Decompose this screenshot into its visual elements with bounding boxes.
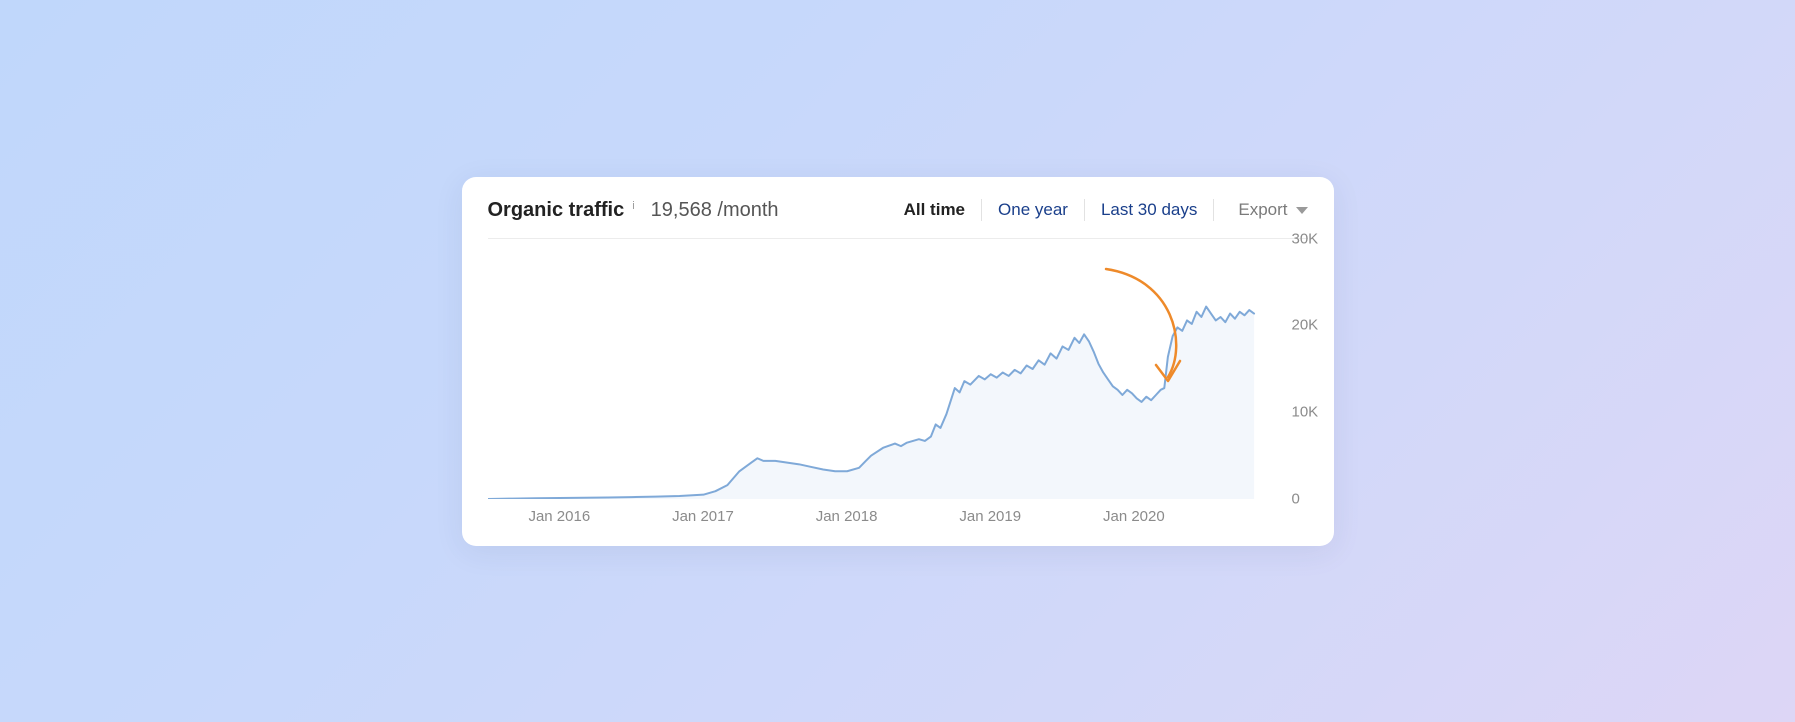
traffic-card: Organic traffic i 19,568 /month All time… [462,177,1334,546]
area-fill [488,306,1254,498]
metric-number: 19,568 [651,199,712,221]
card-title: Organic traffic [488,199,625,222]
tab-last-30-days[interactable]: Last 30 days [1085,199,1214,221]
info-icon[interactable]: i [632,200,634,212]
x-tick-label: Jan 2019 [959,508,1021,525]
card-header: Organic traffic i 19,568 /month All time… [488,199,1308,239]
annotation-arrow-curve [1106,269,1176,377]
chevron-down-icon [1296,207,1308,214]
x-tick-label: Jan 2017 [672,508,734,525]
y-tick-label: 10K [1292,403,1319,420]
y-tick-label: 30K [1292,230,1319,247]
x-tick-label: Jan 2020 [1103,508,1165,525]
tab-one-year[interactable]: One year [982,199,1085,221]
traffic-chart [488,239,1328,499]
chart-area: 010K20K30K Jan 2016Jan 2017Jan 2018Jan 2… [488,239,1308,528]
y-tick-label: 20K [1292,317,1319,334]
x-tick-label: Jan 2018 [816,508,878,525]
x-axis-labels: Jan 2016 Jan 2017 Jan 2018 Jan 2019 Jan 2020 [488,504,1328,528]
x-tick-label: Jan 2016 [528,508,590,525]
export-button[interactable]: Export [1238,200,1307,220]
header-left: Organic traffic i 19,568 /month [488,199,779,222]
metric-value: 19,568 /month [651,199,779,222]
metric-unit: /month [717,199,778,221]
tab-all-time[interactable]: All time [888,199,982,221]
export-label: Export [1238,200,1287,220]
header-right: All time One year Last 30 days Export [888,199,1308,221]
